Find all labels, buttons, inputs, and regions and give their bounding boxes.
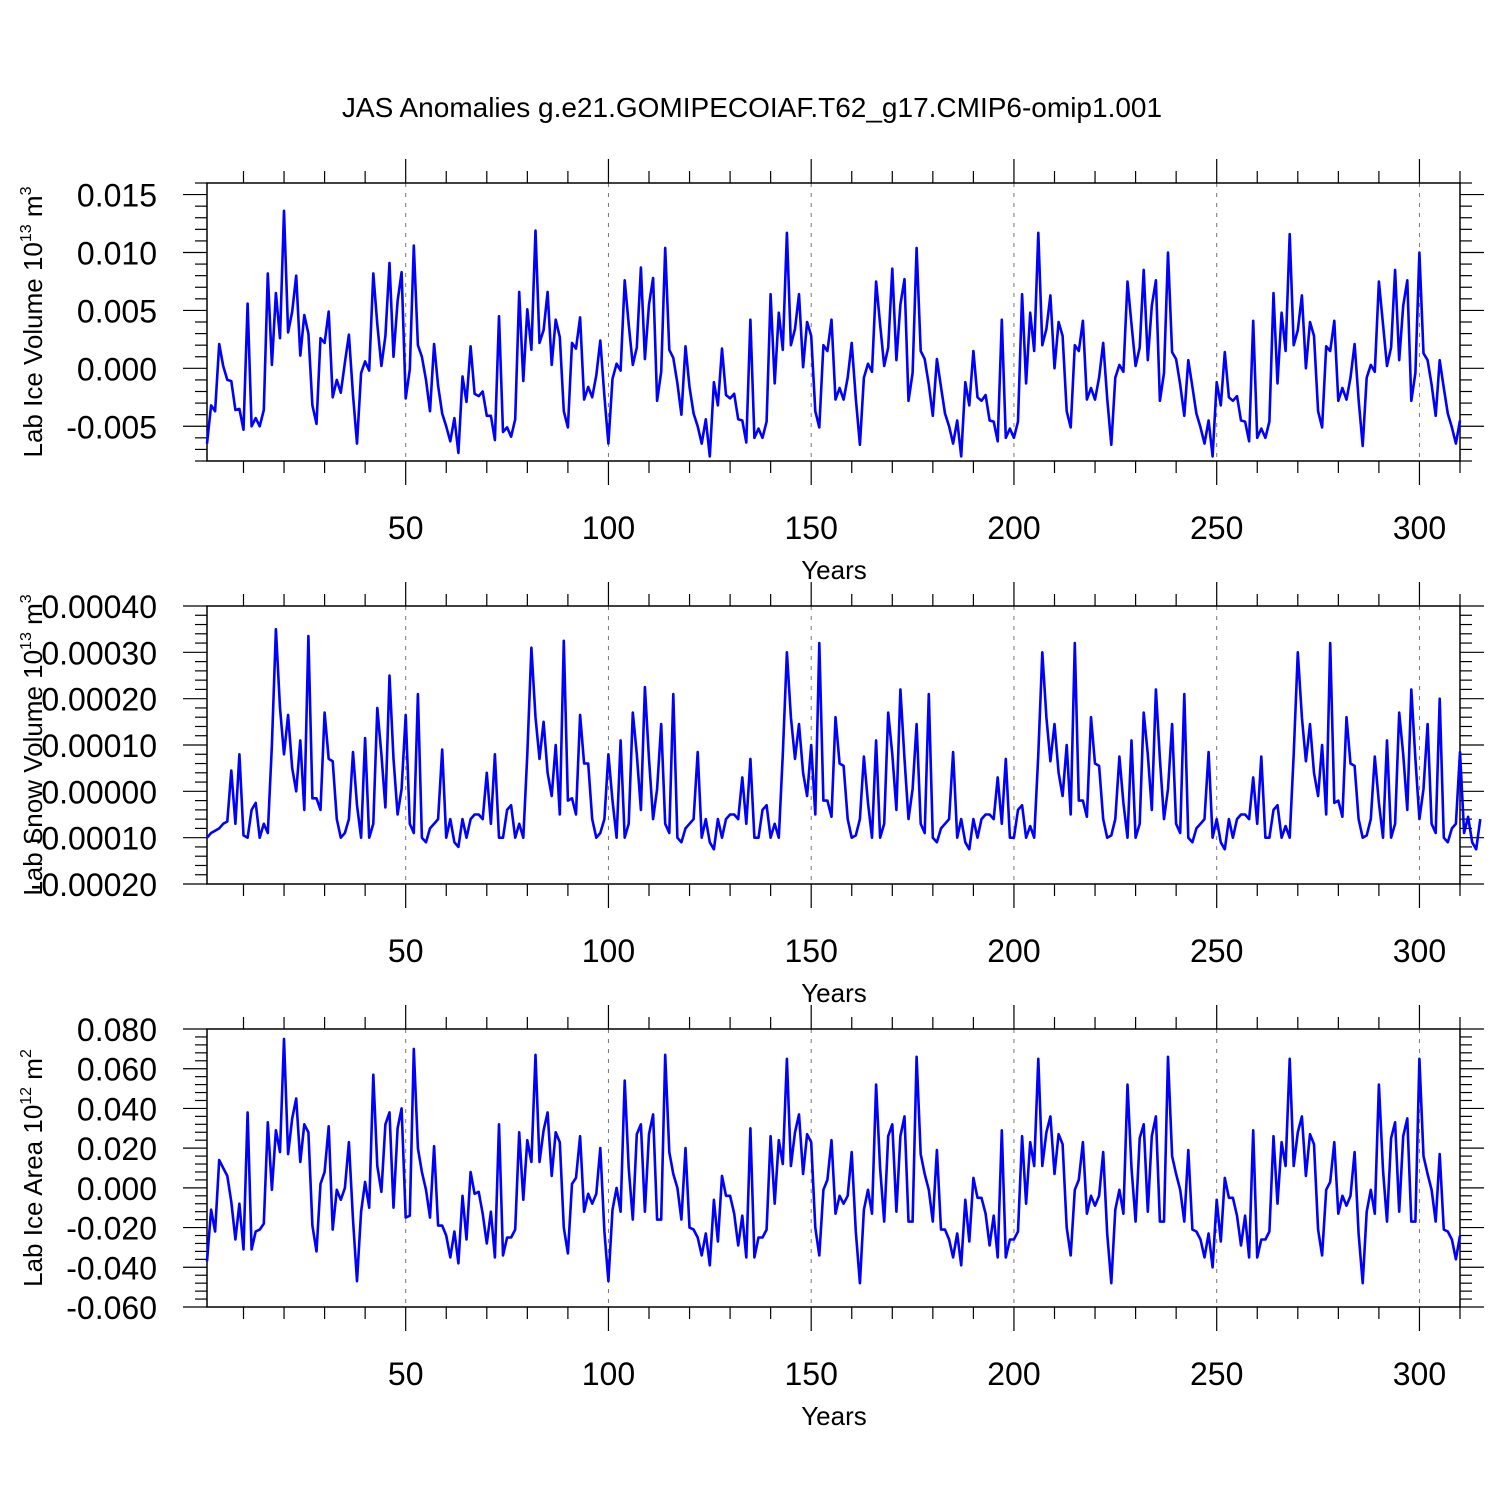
x-tick-label: 100: [582, 1356, 635, 1392]
y-tick-label: -0.040: [66, 1250, 157, 1286]
y-axis-label: Lab Ice Area 1012 m2: [18, 1049, 48, 1287]
x-tick-label: 50: [388, 933, 424, 969]
x-axis-label: Years: [801, 1401, 867, 1431]
y-axis-label-unit-exponent: 2: [18, 1049, 35, 1058]
x-tick-label: 50: [388, 1356, 424, 1392]
x-tick-label: 50: [388, 510, 424, 546]
x-tick-label: 300: [1393, 933, 1446, 969]
y-tick-label: 0.00040: [41, 589, 157, 625]
y-tick-label: 0.040: [77, 1091, 157, 1127]
panel-2: 50 100 150 200 250 300 -0.00020 -0.00010 0.00000…: [18, 582, 1484, 1008]
y-tick-label: 0.00010: [41, 728, 157, 764]
y-axis-label-unit: m: [18, 195, 48, 224]
x-tick-label: 200: [987, 510, 1040, 546]
y-tick-label: -0.00020: [31, 867, 157, 903]
x-tick-label: 150: [785, 933, 838, 969]
x-tick-label: 250: [1190, 933, 1243, 969]
y-tick-label: 0.080: [77, 1012, 157, 1048]
x-tick-label: 150: [785, 510, 838, 546]
y-axis-label-exponent: 13: [18, 224, 35, 242]
panel-3: 50 100 150 200 250 300 -0.060 -0.040-0.020 0.000…: [18, 1005, 1484, 1431]
series-line: [206, 627, 1482, 851]
y-tick-label: 0.000: [77, 351, 157, 387]
y-tick-label: -0.005: [66, 409, 157, 445]
x-tick-label: 200: [987, 933, 1040, 969]
y-tick-label: 0.020: [77, 1131, 157, 1167]
y-tick-label: 0.000: [77, 1171, 157, 1207]
series-line: [205, 1037, 1462, 1285]
y-axis-label-exponent: 13: [18, 632, 35, 650]
x-tick-label: 150: [785, 1356, 838, 1392]
y-axis-label-unit: m: [18, 603, 48, 632]
y-axis-label-text: Lab Ice Volume 10: [18, 242, 48, 457]
y-axis-label: Lab Snow Volume 1013 m3: [18, 594, 48, 895]
panel-1: 50 100 150 200 250 300 -0.005 0.000 0.005 0.010 0.…: [18, 159, 1484, 585]
x-tick-label: 100: [582, 933, 635, 969]
x-tick-label: 300: [1393, 510, 1446, 546]
y-tick-label: -0.060: [66, 1290, 157, 1326]
y-tick-label: 0.010: [77, 236, 157, 272]
series-line: [205, 209, 1462, 458]
y-tick-label: 0.015: [77, 178, 157, 214]
x-axis-label: Years: [801, 978, 867, 1008]
y-tick-label: -0.020: [66, 1211, 157, 1247]
y-tick-label: 0.00030: [41, 635, 157, 671]
y-axis-label-unit: m: [18, 1058, 48, 1087]
y-axis-label-unit-exponent: 3: [18, 186, 35, 195]
x-tick-label: 250: [1190, 1356, 1243, 1392]
y-axis-label-text: Lab Ice Area 10: [18, 1105, 48, 1287]
y-axis-label-text: Lab Snow Volume 10: [18, 650, 48, 896]
y-axis-label-exponent: 12: [18, 1087, 35, 1105]
y-tick-label: 0.005: [77, 293, 157, 329]
y-axis-label: Lab Ice Volume 1013 m3: [18, 186, 48, 457]
y-tick-label: 0.00000: [41, 774, 157, 810]
plot-frame: [206, 1028, 1461, 1308]
y-tick-label: -0.00010: [31, 821, 157, 857]
x-tick-label: 300: [1393, 1356, 1446, 1392]
y-axis-label-unit-exponent: 3: [18, 594, 35, 603]
x-tick-label: 250: [1190, 510, 1243, 546]
y-tick-label: 0.00020: [41, 682, 157, 718]
x-axis-label: Years: [801, 555, 867, 585]
x-tick-label: 200: [987, 1356, 1040, 1392]
x-tick-label: 100: [582, 510, 635, 546]
y-tick-label: 0.060: [77, 1052, 157, 1088]
chart-title: JAS Anomalies g.e21.GOMIPECOIAF.T62_g17.…: [342, 92, 1162, 123]
